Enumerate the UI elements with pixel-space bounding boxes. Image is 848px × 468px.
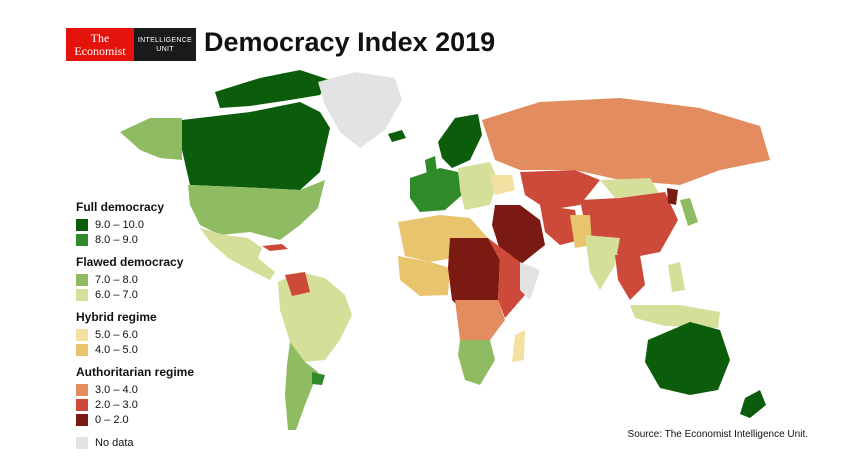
region-alaska — [120, 118, 182, 160]
legend-group-hybrid: Hybrid regime 5.0 – 6.0 4.0 – 5.0 — [76, 310, 216, 357]
region-philippines — [668, 262, 685, 292]
region-arctic-islands — [215, 70, 330, 108]
legend-label: 5.0 – 6.0 — [95, 328, 138, 341]
legend-item: 2.0 – 3.0 — [76, 397, 216, 412]
legend-label: 2.0 – 3.0 — [95, 398, 138, 411]
unit-line-1: INTELLIGENCE — [137, 37, 193, 44]
legend-swatch — [76, 413, 88, 426]
region-canada — [182, 102, 330, 190]
region-ukraine — [490, 175, 515, 195]
legend-no-data: No data — [76, 435, 216, 450]
legend-item: 9.0 – 10.0 — [76, 217, 216, 232]
legend-heading: Full democracy — [76, 200, 165, 214]
region-southern-africa — [458, 340, 495, 385]
legend-swatch — [76, 273, 88, 286]
legend-swatch — [76, 343, 88, 356]
legend-label: 7.0 – 8.0 — [95, 273, 138, 286]
unit-line-2: UNIT — [156, 46, 174, 53]
intelligence-unit-logo: INTELLIGENCE UNIT — [134, 28, 196, 61]
legend-item: 5.0 – 6.0 — [76, 327, 216, 342]
legend-label: No data — [95, 436, 134, 449]
region-madagascar — [512, 330, 525, 362]
region-russia — [482, 98, 770, 185]
region-southern-cone — [285, 342, 318, 430]
region-southeast-asia — [615, 255, 645, 300]
region-western-europe — [410, 168, 462, 212]
region-eastern-europe — [458, 162, 498, 210]
region-indonesia — [630, 305, 720, 328]
legend-heading: Flawed democracy — [76, 255, 184, 269]
legend-label: 3.0 – 4.0 — [95, 383, 138, 396]
legend-item: 8.0 – 9.0 — [76, 232, 216, 247]
region-korea-japan — [680, 198, 698, 226]
economist-logo: The Economist — [66, 28, 134, 61]
page-title: Democracy Index 2019 — [204, 27, 496, 57]
legend-swatch — [76, 328, 88, 341]
legend-label: 0 – 2.0 — [95, 413, 129, 426]
region-horn-of-africa — [520, 262, 540, 300]
legend-heading: Authoritarian regime — [76, 365, 195, 379]
logo-line-1: The — [90, 31, 110, 45]
logo-line-2: Economist — [74, 44, 126, 58]
source-note: Source: The Economist Intelligence Unit. — [627, 429, 808, 440]
legend-label: 8.0 – 9.0 — [95, 233, 138, 246]
legend-swatch — [76, 398, 88, 411]
legend: Full democracy 9.0 – 10.0 8.0 – 9.0 Flaw… — [76, 200, 216, 450]
legend-item: 0 – 2.0 — [76, 412, 216, 427]
legend-swatch — [76, 383, 88, 396]
legend-group-authoritarian: Authoritarian regime 3.0 – 4.0 2.0 – 3.0… — [76, 365, 216, 427]
legend-label: 4.0 – 5.0 — [95, 343, 138, 356]
region-australia — [645, 322, 730, 395]
region-mexico — [200, 228, 275, 280]
region-greenland — [318, 72, 402, 148]
region-north-korea — [667, 188, 678, 205]
region-uk — [425, 156, 437, 175]
legend-heading: Hybrid regime — [76, 310, 157, 324]
legend-swatch — [76, 436, 88, 449]
legend-item: 3.0 – 4.0 — [76, 382, 216, 397]
legend-group-flawed: Flawed democracy 7.0 – 8.0 6.0 – 7.0 — [76, 255, 216, 302]
region-india — [585, 235, 620, 290]
region-usa — [188, 180, 325, 240]
region-middle-east — [492, 205, 545, 265]
region-west-africa — [398, 256, 450, 296]
legend-group-full: Full democracy 9.0 – 10.0 8.0 – 9.0 — [76, 200, 216, 247]
region-scandinavia — [438, 114, 482, 168]
legend-label: 9.0 – 10.0 — [95, 218, 144, 231]
region-venezuela — [285, 272, 310, 296]
region-southern-africa-north — [455, 300, 505, 340]
region-iceland — [388, 130, 406, 142]
legend-swatch — [76, 233, 88, 246]
legend-swatch — [76, 218, 88, 231]
region-central-africa — [448, 238, 500, 318]
region-uruguay — [312, 372, 325, 385]
legend-item: 7.0 – 8.0 — [76, 272, 216, 287]
region-new-zealand — [740, 390, 766, 418]
legend-item: 4.0 – 5.0 — [76, 342, 216, 357]
region-east-africa — [488, 238, 525, 318]
region-mongolia — [600, 178, 660, 198]
legend-label: 6.0 – 7.0 — [95, 288, 138, 301]
legend-swatch — [76, 288, 88, 301]
legend-item: 6.0 – 7.0 — [76, 287, 216, 302]
region-cuba — [262, 244, 288, 251]
